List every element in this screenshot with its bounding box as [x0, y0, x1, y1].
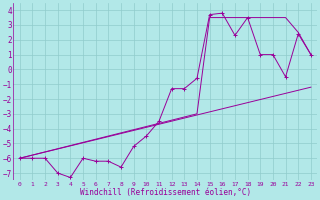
X-axis label: Windchill (Refroidissement éolien,°C): Windchill (Refroidissement éolien,°C) [80, 188, 251, 197]
